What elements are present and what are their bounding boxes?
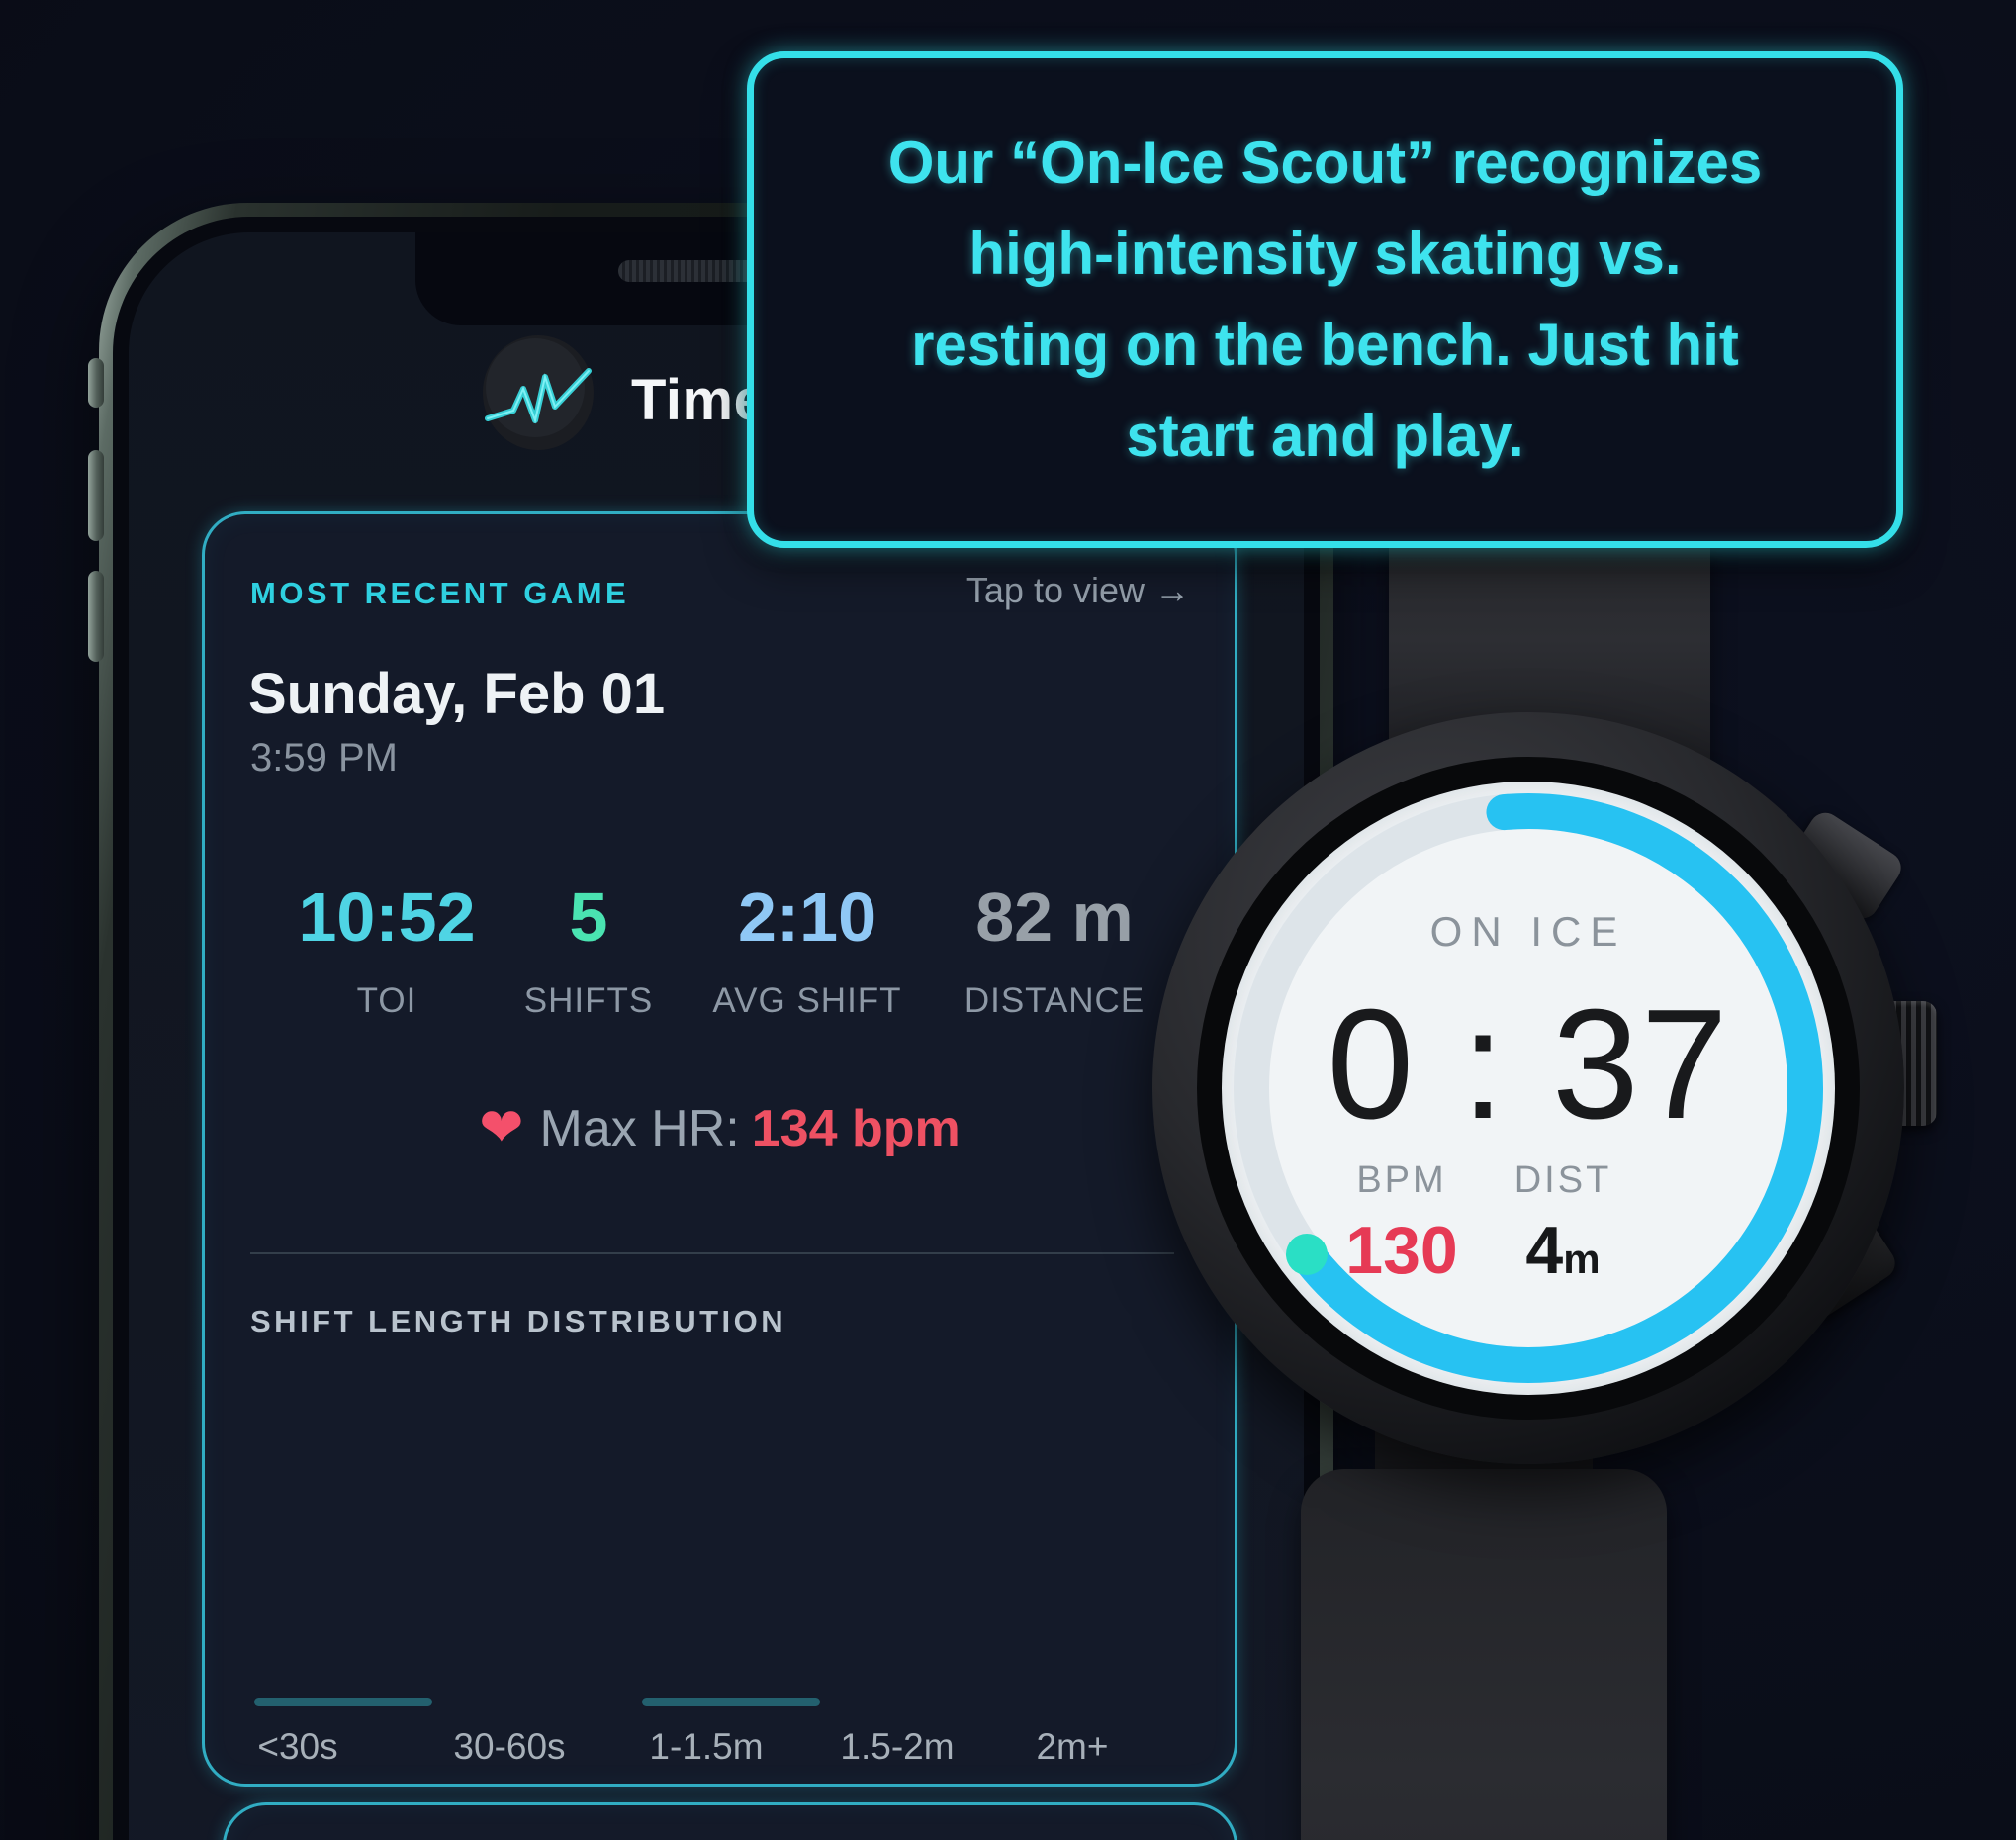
recent-game-card: MOST RECENT GAME Tap to view → Sunday, F… [202, 511, 1237, 1787]
bar-under-30s [254, 1698, 432, 1706]
dist-label: DIST [1513, 1159, 1612, 1201]
callout-line-2: high-intensity skating vs. [968, 221, 1682, 287]
dist-unit: m [1563, 1236, 1601, 1282]
feature-callout: Our “On-Ice Scout” recognizes high-inten… [747, 51, 1903, 548]
smartwatch: ON ICE 0 : 37 BPM 130 DIST 4m [1088, 495, 2016, 1840]
bpm-label: BPM [1356, 1159, 1447, 1201]
app-header: Time [129, 327, 1304, 456]
stat-distance-value: 82 m [975, 878, 1134, 956]
heart-icon: ❤ [479, 1098, 524, 1157]
card-divider [250, 1252, 1174, 1254]
max-hr-row: ❤ Max HR: 134 bpm [205, 1096, 1235, 1158]
phone-volume-up-button[interactable] [88, 450, 104, 541]
progress-ring [1234, 793, 1823, 1383]
axis-label-under-30s: <30s [257, 1726, 338, 1767]
max-hr-label: Max HR: [539, 1100, 740, 1157]
bar-1-1-5m [642, 1698, 820, 1706]
stat-toi: 10:52 TOI [278, 882, 496, 1021]
stat-distance: 82 m DISTANCE [946, 882, 1163, 1021]
callout-line-3: resting on the bench. Just hit [911, 312, 1739, 378]
shift-distribution-heading: SHIFT LENGTH DISTRIBUTION [250, 1304, 787, 1338]
callout-line-4: start and play. [1126, 403, 1524, 469]
bpm-value: 130 [1345, 1213, 1458, 1288]
stat-avg-shift: 2:10 AVG SHIFT [698, 882, 916, 1021]
recent-game-heading: MOST RECENT GAME [250, 576, 630, 610]
progress-ring-dot [1286, 1234, 1328, 1275]
axis-label-2m-plus: 2m+ [1036, 1726, 1109, 1767]
shift-timer: 0 : 37 [1327, 977, 1730, 1151]
stat-toi-value: 10:52 [298, 878, 476, 956]
callout-line-1: Our “On-Ice Scout” recognizes [887, 130, 1763, 196]
shift-length-bar-chart [205, 1413, 1235, 1706]
game-time: 3:59 PM [250, 736, 398, 780]
stat-distance-label: DISTANCE [963, 981, 1145, 1020]
stat-avg-shift-label: AVG SHIFT [712, 981, 902, 1020]
hockey-puck-pulse-icon [480, 333, 596, 452]
axis-label-1-1-5m: 1-1.5m [649, 1726, 764, 1767]
on-ice-label: ON ICE [1429, 908, 1627, 955]
tap-to-view-link[interactable]: Tap to view → [965, 570, 1190, 610]
axis-label-30-60s: 30-60s [453, 1726, 566, 1767]
stat-toi-label: TOI [356, 981, 417, 1020]
stat-shifts-label: SHIFTS [523, 981, 654, 1020]
next-card-partial [223, 1802, 1237, 1840]
max-hr-value: 134 bpm [751, 1100, 961, 1157]
dist-value: 4m [1525, 1213, 1601, 1288]
stat-shifts: 5 SHIFTS [480, 882, 697, 1021]
watch-bpm-column: BPM 130 [1293, 1159, 1511, 1289]
game-date: Sunday, Feb 01 [248, 662, 666, 726]
watch-strap-bottom [1301, 1469, 1667, 1840]
app-title: Time [631, 368, 767, 432]
axis-label-1-5-2m: 1.5-2m [840, 1726, 955, 1767]
watch-face: ON ICE 0 : 37 BPM 130 DIST 4m [1222, 782, 1835, 1395]
phone-mute-switch[interactable] [88, 358, 104, 408]
watch-dist-column: DIST 4m [1454, 1159, 1672, 1289]
stat-avg-shift-value: 2:10 [737, 878, 877, 956]
phone-volume-down-button[interactable] [88, 571, 104, 662]
stat-shifts-value: 5 [569, 878, 608, 956]
